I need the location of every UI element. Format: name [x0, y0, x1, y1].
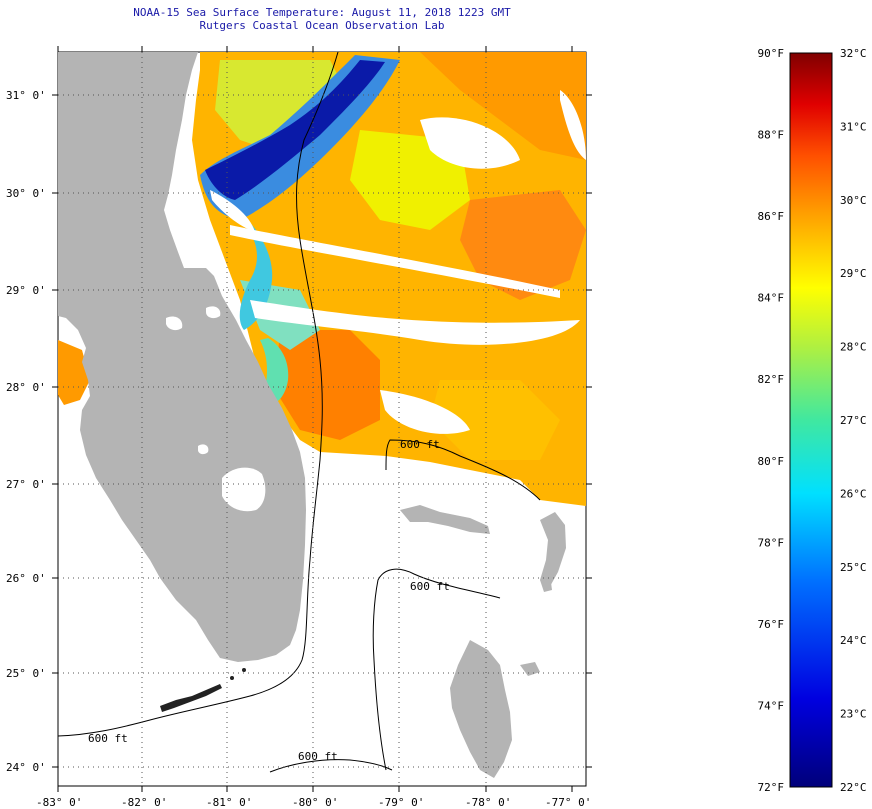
colorbar-c-label: 28°C — [840, 341, 867, 354]
lon-label: -79° 0' — [378, 796, 424, 809]
contour-label: 600 ft — [88, 732, 128, 745]
colorbar-c-label: 30°C — [840, 194, 867, 207]
colorbar-f-label: 82°F — [758, 373, 785, 386]
colorbar-c-label: 23°C — [840, 708, 867, 721]
graticule — [58, 52, 586, 786]
colorbar-ticks: 90°F 88°F 86°F 84°F 82°F 80°F 78°F 76°F 74°F 72°F… — [758, 47, 867, 794]
lon-label: -77° 0' — [545, 796, 591, 809]
colorbar-c-label: 32°C — [840, 47, 867, 60]
contour-labels: 600 ft 600 ft 600 ft 600 ft — [88, 438, 450, 763]
lat-label: 28° 0' — [6, 381, 46, 394]
map-subtitle: Rutgers Coastal Ocean Observation Lab — [199, 19, 445, 32]
map-content — [58, 52, 586, 778]
contour-label: 600 ft — [298, 750, 338, 763]
lon-label: -78° 0' — [465, 796, 511, 809]
lat-label: 24° 0' — [6, 761, 46, 774]
inland-lakes — [166, 149, 266, 512]
lat-label: 31° 0' — [6, 89, 46, 102]
colorbar-c-label: 24°C — [840, 634, 867, 647]
map-title: NOAA-15 Sea Surface Temperature: August … — [133, 6, 511, 19]
colorbar-f-label: 72°F — [758, 781, 785, 794]
lon-label: -83° 0' — [36, 796, 82, 809]
colorbar-f-label: 76°F — [758, 618, 785, 631]
colorbar-f-label: 84°F — [758, 292, 785, 305]
colorbar-f-label: 88°F — [758, 129, 785, 142]
frame-ticks — [52, 46, 592, 792]
longitude-labels: -83° 0' -82° 0' -81° 0' -80° 0' -79° 0' … — [36, 796, 591, 809]
abaco-island — [540, 512, 566, 590]
colorbar-f-label: 86°F — [758, 210, 785, 223]
lat-label: 27° 0' — [6, 478, 46, 491]
contour-label: 600 ft — [400, 438, 440, 451]
grand-bahama — [400, 505, 490, 534]
florida-keys — [160, 668, 246, 712]
colorbar-c-label: 25°C — [840, 561, 867, 574]
colorbar-gradient — [789, 52, 833, 788]
lon-label: -81° 0' — [206, 796, 252, 809]
lat-label: 29° 0' — [6, 284, 46, 297]
contour-label: 600 ft — [410, 580, 450, 593]
andros-island — [450, 640, 512, 778]
temperature-colorbar — [789, 52, 833, 788]
colorbar-c-label: 27°C — [840, 414, 867, 427]
colorbar-c-label: 22°C — [840, 781, 867, 794]
colorbar-f-label: 80°F — [758, 455, 785, 468]
lat-label: 26° 0' — [6, 572, 46, 585]
colorbar-c-label: 31°C — [840, 120, 867, 133]
colorbar-f-label: 78°F — [758, 536, 785, 549]
colorbar-f-label: 90°F — [758, 47, 785, 60]
colorbar-c-label: 26°C — [840, 487, 867, 500]
lon-label: -82° 0' — [121, 796, 167, 809]
sst-field — [58, 52, 586, 506]
colorbar-c-label: 29°C — [840, 267, 867, 280]
lat-label: 30° 0' — [6, 187, 46, 200]
lat-label: 25° 0' — [6, 667, 46, 680]
latitude-labels: 31° 0' 30° 0' 29° 0' 28° 0' 27° 0' 26° 0… — [6, 89, 46, 774]
isobath-contours — [58, 52, 541, 773]
lon-label: -80° 0' — [292, 796, 338, 809]
colorbar-f-label: 74°F — [758, 699, 785, 712]
